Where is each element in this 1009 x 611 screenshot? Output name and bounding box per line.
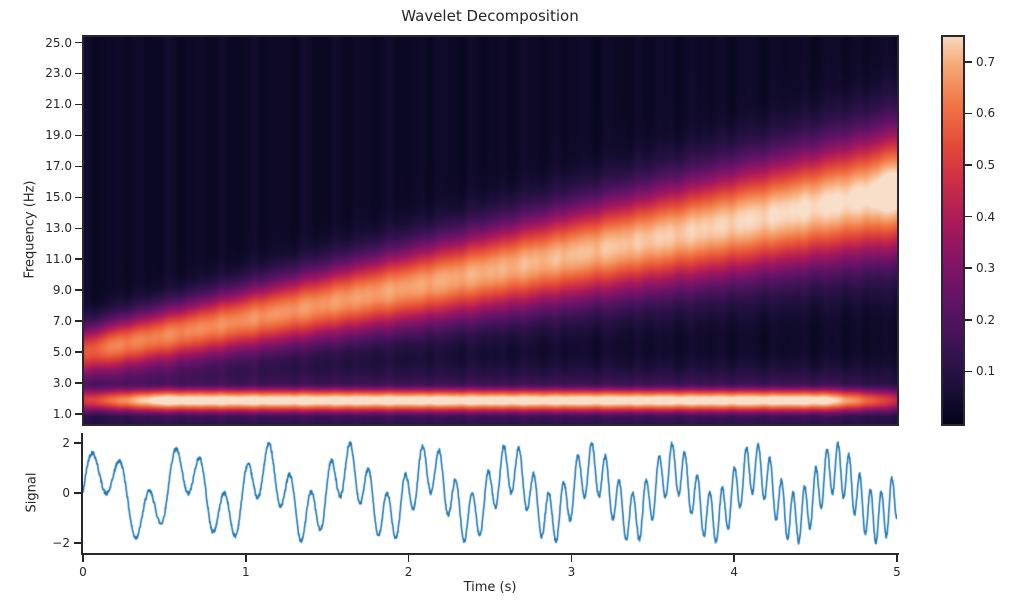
freq-tick-label: 21.0 [45,97,72,112]
freq-tick-mark [75,227,82,230]
freq-tick-label: 13.0 [45,221,72,236]
colorbar-tick-label: 0.2 [976,312,996,327]
freq-tick-label: 7.0 [52,314,72,329]
freq-tick-label: 11.0 [45,252,72,267]
freq-tick-label: 9.0 [52,283,72,298]
time-tick-mark [407,555,410,562]
colorbar-tick-mark [965,164,972,166]
freq-tick-mark [75,320,82,322]
time-tick-label: 1 [241,565,250,579]
freq-tick-mark [75,72,82,75]
freq-tick-label: 17.0 [45,159,72,174]
colorbar-tick-label: 0.3 [976,261,996,276]
signal-tick-label: −2 [52,536,70,550]
scalogram-panel [82,35,899,426]
time-tick-label: 2 [404,565,413,579]
signal-tick-label: 0 [62,486,70,500]
time-tick-label: 0 [79,565,87,579]
freq-tick-label: 5.0 [52,345,72,360]
time-tick-mark [896,555,898,562]
freq-tick-mark [75,196,82,199]
freq-tick-label: 25.0 [45,35,72,50]
time-axis-label: Time (s) [463,580,517,595]
colorbar-tick-label: 0.7 [976,54,996,69]
signal-tick-label: 2 [62,436,70,450]
signal-tick-mark [74,442,81,444]
colorbar-tick-mark [965,319,972,321]
time-tick-mark [82,555,84,562]
freq-tick-mark [75,289,82,292]
signal-x-axis-spine [81,553,899,555]
time-tick-mark [570,555,573,562]
colorbar-tick-label: 0.4 [976,209,996,224]
freq-tick-label: 3.0 [52,376,72,391]
colorbar-gradient [943,37,963,424]
signal-tick-mark [74,542,81,544]
scalogram-heatmap [84,37,897,424]
freq-tick-label: 1.0 [52,407,72,422]
colorbar-tick-mark [965,61,972,63]
chart-title: Wavelet Decomposition [401,7,579,25]
freq-tick-mark [75,103,82,106]
signal-line-plot [83,433,897,553]
freq-tick-mark [75,382,82,384]
signal-y-axis-spine [81,433,83,555]
colorbar [941,35,965,426]
colorbar-tick-mark [965,370,972,373]
freq-tick-label: 15.0 [45,190,72,205]
freq-tick-mark [75,413,82,415]
freq-tick-mark [75,134,82,137]
colorbar-tick-label: 0.1 [976,364,996,379]
colorbar-tick-mark [965,215,972,218]
colorbar-tick-mark [965,112,972,115]
time-tick-mark [245,555,247,562]
signal-tick-mark [74,492,81,494]
signal-axis-label: Signal [24,472,40,513]
colorbar-tick-label: 0.6 [976,106,996,121]
time-tick-label: 4 [730,565,738,579]
freq-tick-mark [75,41,82,44]
freq-tick-mark [75,351,82,353]
time-tick-mark [733,555,735,562]
freq-tick-mark [75,165,82,168]
colorbar-tick-label: 0.5 [976,158,996,172]
freq-tick-label: 23.0 [45,66,72,81]
freq-tick-mark [75,258,82,261]
colorbar-tick-mark [965,267,972,270]
time-tick-label: 5 [893,565,901,579]
time-tick-label: 3 [567,565,576,579]
freq-tick-label: 19.0 [45,128,72,143]
